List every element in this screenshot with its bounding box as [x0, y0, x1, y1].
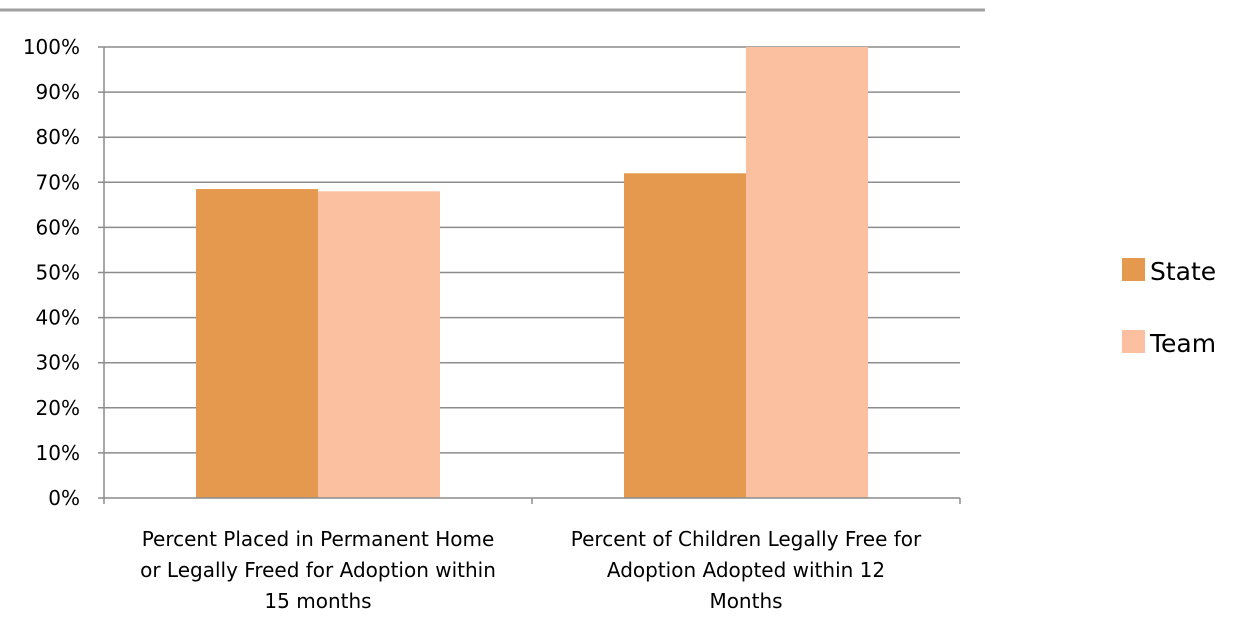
- y-tick-label: 50%: [36, 261, 80, 285]
- legend: State Team: [1122, 257, 1216, 358]
- x-category-label: or Legally Freed for Adoption within: [140, 558, 496, 582]
- x-category-label: Adoption Adopted within 12: [607, 558, 885, 582]
- legend-swatch-state: [1122, 258, 1145, 281]
- bar-team-1: [318, 191, 440, 498]
- y-axis-tick-labels: 0% 10% 20% 30% 40% 50% 60% 70% 80% 90% 100%: [23, 35, 80, 510]
- y-tick-label: 70%: [36, 170, 80, 194]
- y-tick-label: 90%: [36, 80, 80, 104]
- y-tick-label: 10%: [36, 441, 80, 465]
- y-tick-label: 20%: [36, 396, 80, 420]
- x-axis-category-labels: Percent Placed in Permanent Home or Legal…: [140, 527, 922, 613]
- y-tick-label: 40%: [36, 306, 80, 330]
- y-tick-label: 60%: [36, 215, 80, 239]
- y-tick-label: 0%: [48, 486, 80, 510]
- x-category-label: 15 months: [264, 589, 371, 613]
- bars: [196, 47, 868, 498]
- legend-swatch-team: [1122, 330, 1145, 353]
- legend-label-team: Team: [1149, 329, 1216, 358]
- legend-label-state: State: [1150, 257, 1216, 286]
- bar-state-1: [196, 189, 318, 498]
- bar-team-2: [746, 47, 868, 498]
- x-category-label: Percent of Children Legally Free for: [571, 527, 922, 551]
- y-tick-label: 80%: [36, 125, 80, 149]
- y-tick-label: 100%: [23, 35, 80, 59]
- axes: [98, 47, 961, 504]
- x-category-label: Months: [709, 589, 782, 613]
- y-tick-label: 30%: [36, 351, 80, 375]
- x-category-label: Percent Placed in Permanent Home: [142, 527, 495, 551]
- bar-state-2: [624, 173, 746, 498]
